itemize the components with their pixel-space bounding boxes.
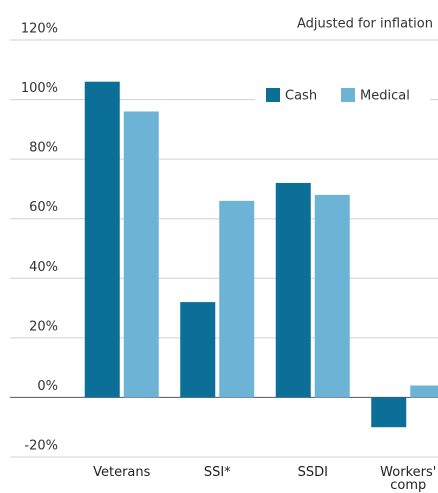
bar: [123, 111, 159, 398]
legend-label: Cash: [285, 89, 317, 104]
x-tick-label: SSDI: [297, 465, 328, 480]
x-tick-label: Workers' comp: [380, 465, 437, 493]
bar: [219, 200, 255, 398]
legend-swatch: [266, 88, 280, 102]
y-tick-label: 60%: [29, 200, 58, 215]
bar: [410, 385, 438, 398]
y-tick-label: 40%: [29, 260, 58, 275]
y-tick-label: 100%: [21, 81, 58, 96]
y-tick-label: 0%: [37, 379, 58, 394]
bar: [180, 302, 216, 398]
bar: [314, 194, 350, 398]
y-tick-label: 20%: [29, 319, 58, 334]
y-tick-label: -20%: [24, 439, 58, 454]
x-tick-label: Veterans: [93, 465, 151, 480]
bar: [275, 182, 311, 398]
y-tick-label: 80%: [29, 141, 58, 156]
bar: [84, 81, 120, 398]
bar: [371, 397, 407, 428]
y-tick-label: 120%: [21, 22, 58, 37]
chart-note: Adjusted for inflation: [297, 17, 433, 32]
legend-label: Medical: [360, 89, 410, 104]
x-tick-label: SSI*: [203, 465, 231, 480]
legend-swatch: [341, 88, 355, 102]
